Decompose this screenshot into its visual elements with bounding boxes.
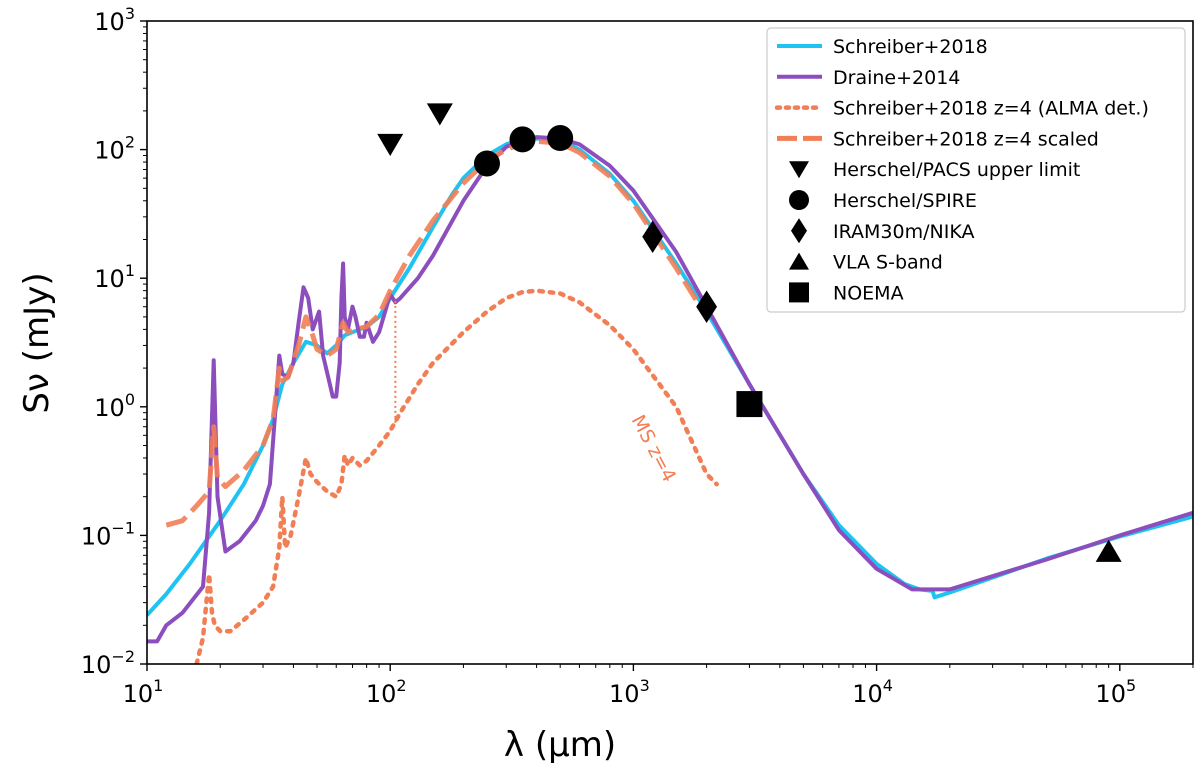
y-axis-title: Sν (mJy) [17, 272, 57, 413]
legend-marker [789, 161, 809, 179]
legend-label: Herschel/PACS upper limit [833, 159, 1080, 181]
legend-entry: Schreiber+2018 z=4 scaled [777, 128, 1099, 150]
legend-label: Schreiber+2018 [833, 36, 988, 58]
y-tick-label: 10−2 [81, 647, 135, 679]
legend-marker [789, 252, 809, 270]
legend-label: Schreiber+2018 z=4 (ALMA det.) [833, 98, 1149, 120]
legend-entry: NOEMA [789, 282, 904, 304]
x-tick-label: 103 [609, 676, 650, 708]
legend-label: Schreiber+2018 z=4 scaled [833, 128, 1099, 150]
x-tick-label: 105 [1095, 676, 1136, 708]
legend-entry: IRAM30m/NIKA [791, 218, 974, 244]
legend: Schreiber+2018 Draine+2014 Schreiber+2018 … [766, 27, 1186, 313]
legend-entry: Schreiber+2018 [777, 36, 988, 58]
series-line-1 [147, 135, 1193, 644]
legend-box [766, 27, 1186, 313]
marker-circle [547, 125, 574, 152]
y-tick-label: 10−1 [81, 518, 135, 550]
axes-frame [146, 20, 1194, 665]
marker-diamond [696, 290, 718, 323]
marker-circle [473, 150, 500, 177]
scatter-markers [377, 103, 1122, 562]
legend-marker [789, 282, 809, 303]
y-tick-label: 101 [94, 261, 135, 293]
x-axis-title: λ (μm) [504, 725, 616, 765]
legend-label: IRAM30m/NIKA [833, 221, 974, 243]
legend-entry: Draine+2014 [777, 67, 960, 89]
legend-entry: Schreiber+2018 z=4 (ALMA det.) [774, 98, 1149, 120]
marker-diamond [642, 220, 664, 254]
marker-square [736, 391, 763, 418]
marker-circle [509, 126, 536, 153]
marker-triangle-down [377, 133, 404, 156]
axis-ticks: 101 102 103 104 105 10−2 10−1 100 101 102 103 [81, 4, 1194, 708]
legend-label: VLA S-band [833, 252, 943, 274]
x-tick-label: 101 [123, 676, 164, 708]
series-line-3 [165, 138, 709, 528]
legend-label: Herschel/SPIRE [833, 190, 977, 212]
legend-entry: Herschel/SPIRE [789, 190, 977, 212]
x-tick-label: 102 [366, 676, 407, 708]
legend-marker [791, 218, 807, 244]
x-tick-label: 104 [852, 676, 893, 708]
marker-triangle-down [426, 103, 453, 126]
annotations: MS z=4 [627, 411, 680, 485]
legend-marker [789, 190, 809, 210]
legend-entry: Herschel/PACS upper limit [789, 159, 1080, 181]
legend-entry: VLA S-band [789, 252, 943, 274]
y-tick-label: 102 [94, 133, 135, 165]
marker-triangle-up [1095, 539, 1122, 562]
series-line-2 [194, 288, 719, 664]
ms-z4-annotation: MS z=4 [627, 411, 680, 485]
legend-label: NOEMA [833, 282, 904, 304]
y-tick-label: 103 [94, 4, 135, 36]
y-tick-label: 100 [94, 390, 135, 422]
legend-label: Draine+2014 [833, 67, 960, 89]
